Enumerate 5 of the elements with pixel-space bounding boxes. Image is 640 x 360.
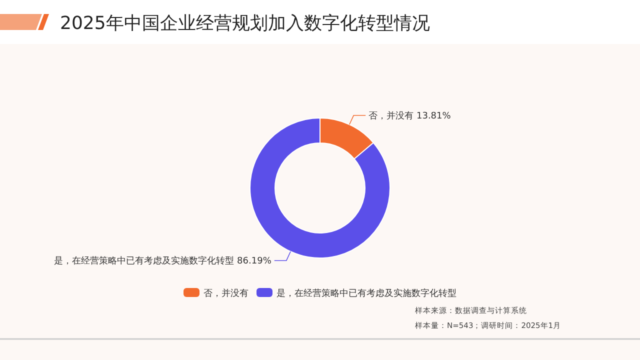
legend-label: 是，在经营策略中已有考虑及实施数字化转型 xyxy=(276,288,456,299)
chart-title: 2025年中国企业经营规划加入数字化转型情况 xyxy=(60,13,430,34)
category-label: 否，并没有 13.81% xyxy=(368,111,451,122)
legend-label: 否，并没有 xyxy=(204,288,248,299)
category-label: 是，在经营策略中已有考虑及实施数字化转型 86.19% xyxy=(54,256,272,267)
